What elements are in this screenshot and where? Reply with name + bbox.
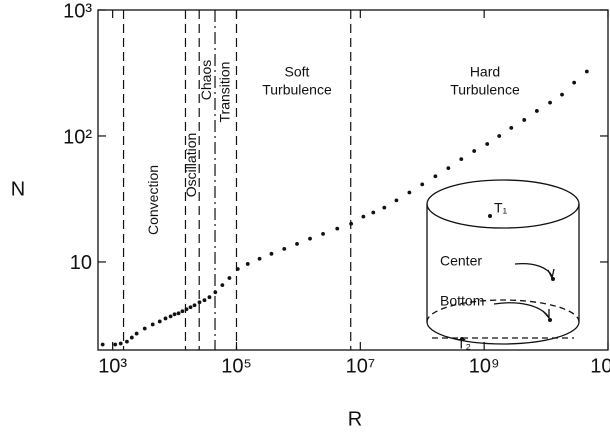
point (119, 342, 123, 346)
point (548, 101, 552, 105)
point (220, 283, 224, 287)
point (572, 81, 576, 85)
point (173, 312, 177, 316)
chart: N R T₁ Center Bottom T₂ 10³ 10⁵ 10⁷ 10⁹ 10¹¹… (0, 0, 610, 434)
point (135, 332, 139, 336)
point (169, 314, 173, 318)
x-tick-label: 10⁹ (469, 355, 500, 377)
point (181, 309, 185, 313)
point (585, 70, 589, 74)
point (420, 182, 424, 186)
sensor (548, 318, 552, 322)
point (308, 237, 312, 241)
region-label: Oscillation (183, 133, 199, 198)
point (382, 206, 386, 210)
point (433, 174, 437, 178)
point (213, 290, 217, 294)
point (143, 327, 147, 331)
point (236, 267, 240, 271)
y-tick-label: 10 (70, 252, 92, 274)
point (349, 222, 353, 226)
region-label: Hard (470, 64, 500, 80)
point (472, 149, 476, 153)
sensor (488, 214, 492, 218)
bottom-arrow (494, 303, 548, 316)
point (151, 323, 155, 327)
inset-label: Bottom (440, 293, 484, 309)
point (164, 317, 168, 321)
x-tick-label: 10⁵ (221, 355, 252, 377)
point (282, 247, 286, 251)
point (395, 199, 399, 203)
inset-sensors (460, 214, 555, 341)
y-tick-label: 10² (63, 126, 92, 148)
region-label: Turbulence (262, 82, 332, 98)
inset-label: T₁ (494, 200, 508, 216)
x-tick-label: 10⁷ (346, 355, 375, 377)
region-label: Soft (285, 64, 310, 80)
point (185, 307, 189, 311)
inset-label: Center (440, 253, 482, 269)
point (203, 298, 207, 302)
point (193, 303, 197, 307)
point (522, 118, 526, 122)
point (407, 191, 411, 195)
cylinder-bottom (427, 322, 579, 344)
region-label: Transition (216, 62, 232, 123)
x-tick-label: 10¹¹ (590, 355, 610, 377)
point (497, 134, 501, 138)
point (113, 343, 117, 347)
point (177, 311, 181, 315)
x-tick-label: 10³ (98, 355, 127, 377)
sensor (551, 277, 555, 281)
inset-label: T₂ (457, 336, 471, 352)
region-label: Turbulence (450, 82, 520, 98)
point (295, 242, 299, 246)
point (208, 295, 212, 299)
point (125, 340, 129, 344)
point (485, 142, 489, 146)
region-label: Convection (145, 165, 161, 235)
point (335, 227, 339, 231)
point (101, 343, 105, 347)
point (446, 166, 450, 170)
y-tick-label: 10³ (63, 0, 92, 22)
point (509, 126, 513, 130)
point (270, 252, 274, 256)
point (361, 215, 365, 219)
point (321, 232, 325, 236)
x-axis-label: R (348, 408, 362, 430)
region-label: Chaos (198, 60, 214, 100)
point (189, 305, 193, 309)
point (459, 157, 463, 161)
point (371, 211, 375, 215)
point (198, 300, 202, 304)
point (535, 109, 539, 113)
point (246, 262, 250, 266)
center-arrow (515, 264, 552, 276)
y-axis-label: N (11, 178, 25, 200)
point (130, 336, 134, 340)
point (158, 320, 162, 324)
plot-frame (98, 10, 608, 350)
point (560, 93, 564, 97)
point (228, 276, 232, 280)
point (258, 257, 262, 261)
